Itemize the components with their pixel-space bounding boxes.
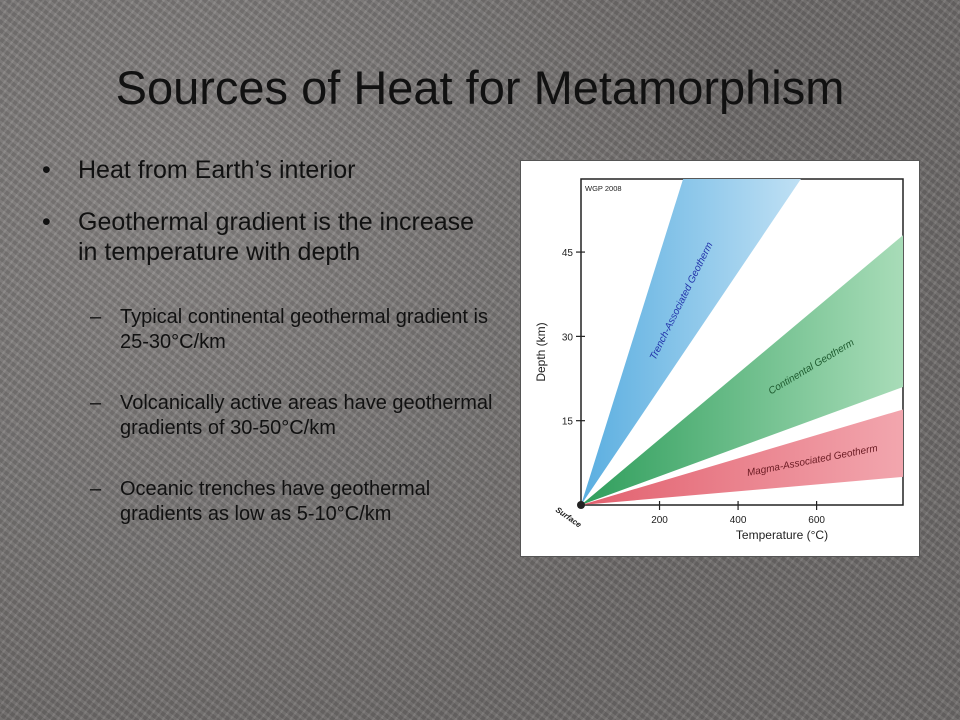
sub-bullet-text: Volcanically active areas have geotherma…	[120, 392, 493, 439]
bullet-mark: •	[42, 208, 51, 236]
y-tick-label: 30	[562, 332, 574, 343]
trench-geotherm-band	[581, 179, 801, 505]
bullet-text: Geothermal gradient is the increase in t…	[78, 208, 475, 266]
geotherm-figure: 200 400 600 15 30 45 WGP 2008 Surface Trench-…	[520, 160, 920, 557]
magma-geotherm-band	[581, 409, 903, 505]
sub-bullet-mark: –	[90, 306, 102, 328]
x-axis-label: Temperature (°C)	[736, 528, 828, 542]
sub-bullet-text: Oceanic trenches have geothermal gradien…	[120, 478, 431, 525]
bullet-list: • Heat from Earth’s interior • Geotherma…	[40, 155, 500, 563]
figure-credit: WGP 2008	[585, 184, 622, 193]
surface-point	[577, 501, 585, 509]
sub-bullet-list: – Typical continental geothermal gradien…	[40, 305, 500, 527]
bullet-item: • Geothermal gradient is the increase in…	[40, 207, 500, 267]
x-tick-label: 400	[730, 515, 747, 526]
slide-title: Sources of Heat for Metamorphism	[115, 61, 845, 114]
sub-bullet-mark: –	[90, 478, 102, 500]
y-tick-label: 45	[562, 248, 574, 259]
bullet-mark: •	[42, 156, 51, 184]
sub-bullet-text: Typical continental geothermal gradient …	[120, 306, 488, 353]
x-tick-label: 600	[808, 515, 825, 526]
bullet-text: Heat from Earth’s interior	[78, 156, 356, 184]
sub-bullet-mark: –	[90, 392, 102, 414]
sub-bullet-item: – Volcanically active areas have geother…	[90, 391, 500, 441]
y-tick-label: 15	[562, 417, 574, 428]
sub-bullet-item: – Oceanic trenches have geothermal gradi…	[90, 477, 500, 527]
bullet-item: • Heat from Earth’s interior	[40, 155, 500, 185]
x-tick-label: 200	[651, 515, 668, 526]
sub-bullet-item: – Typical continental geothermal gradien…	[90, 305, 500, 355]
y-axis-label: Depth (km)	[534, 322, 548, 381]
surface-label: Surface	[554, 505, 584, 530]
